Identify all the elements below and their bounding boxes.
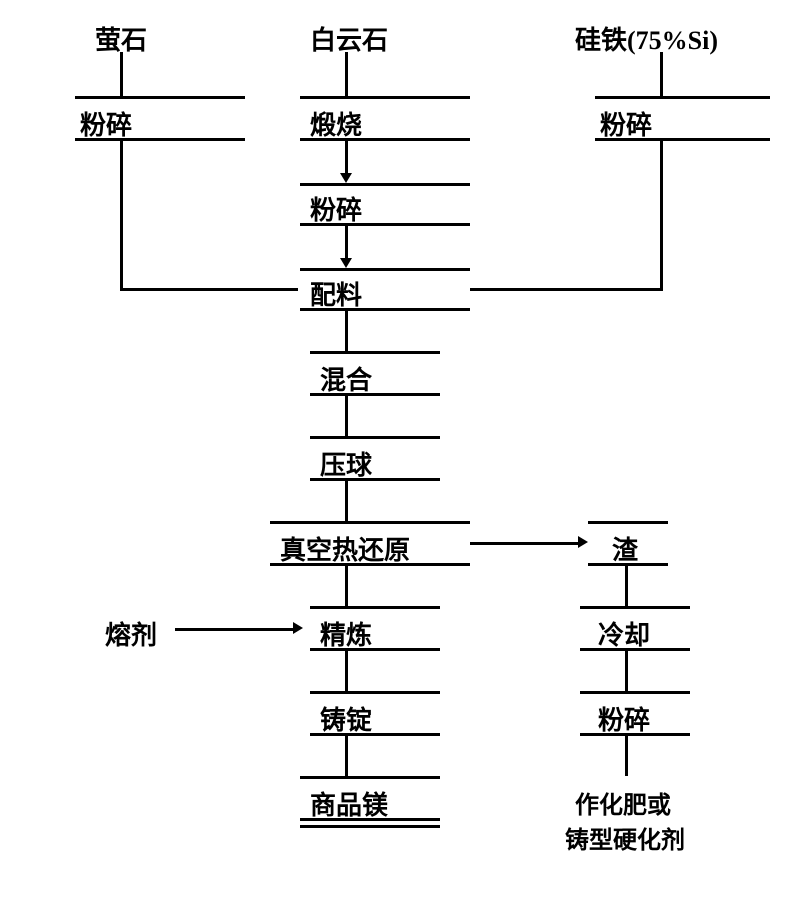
node-cool: 冷却 [598, 615, 650, 652]
bar [580, 733, 690, 736]
bar [270, 521, 470, 524]
edge [120, 288, 298, 291]
bar [300, 138, 470, 141]
bar [580, 691, 690, 694]
bar [300, 308, 470, 311]
node-crush-right: 粉碎 [600, 105, 652, 142]
bar [580, 648, 690, 651]
edge [625, 566, 628, 606]
bar [595, 138, 770, 141]
bar [310, 478, 440, 481]
arrow [293, 622, 303, 634]
arrow [340, 173, 352, 183]
arrow [340, 258, 352, 268]
bar [300, 818, 440, 821]
bar [310, 351, 440, 354]
node-cast: 铸锭 [320, 700, 372, 737]
edge [345, 481, 348, 521]
edge [345, 396, 348, 436]
edge [660, 141, 663, 291]
edge [345, 141, 348, 173]
edge [470, 288, 663, 291]
edge [345, 736, 348, 776]
bar [300, 183, 470, 186]
node-fertilizer-line2: 铸型硬化剂 [565, 820, 685, 855]
node-refine: 精炼 [320, 615, 372, 652]
node-batch: 配料 [310, 275, 362, 312]
bar [75, 138, 245, 141]
bar [300, 223, 470, 226]
edge [660, 52, 663, 96]
bar [300, 776, 440, 779]
edge [470, 542, 578, 545]
bar [310, 648, 440, 651]
edge [120, 141, 123, 291]
edge [175, 628, 293, 631]
node-slag: 渣 [612, 530, 638, 567]
bar [310, 733, 440, 736]
node-press: 压球 [320, 445, 372, 482]
node-reduce: 真空热还原 [280, 530, 410, 567]
edge [345, 226, 348, 258]
bar [588, 521, 668, 524]
bar [310, 691, 440, 694]
node-dolomite: 白云石 [310, 20, 388, 57]
edge [120, 52, 123, 96]
edge [345, 52, 348, 96]
node-calcine: 煅烧 [310, 105, 362, 142]
node-fesi: 硅铁(75%Si) [575, 20, 718, 57]
bar [580, 606, 690, 609]
bar [300, 96, 470, 99]
edge [345, 311, 348, 351]
node-product: 商品镁 [310, 785, 388, 822]
node-crush-center: 粉碎 [310, 190, 362, 227]
bar [75, 96, 245, 99]
bar [270, 563, 470, 566]
node-fertilizer-line1: 作化肥或 [575, 785, 671, 820]
edge [625, 736, 628, 776]
bar [300, 825, 440, 828]
arrow [578, 536, 588, 548]
node-mix: 混合 [320, 360, 372, 397]
bar [310, 606, 440, 609]
bar [300, 268, 470, 271]
node-crush-left: 粉碎 [80, 105, 132, 142]
bar [588, 563, 668, 566]
bar [595, 96, 770, 99]
bar [310, 436, 440, 439]
edge [625, 651, 628, 691]
edge [345, 651, 348, 691]
bar [310, 393, 440, 396]
node-crush-slag: 粉碎 [598, 700, 650, 737]
node-flux: 熔剂 [105, 615, 157, 652]
edge [345, 566, 348, 606]
